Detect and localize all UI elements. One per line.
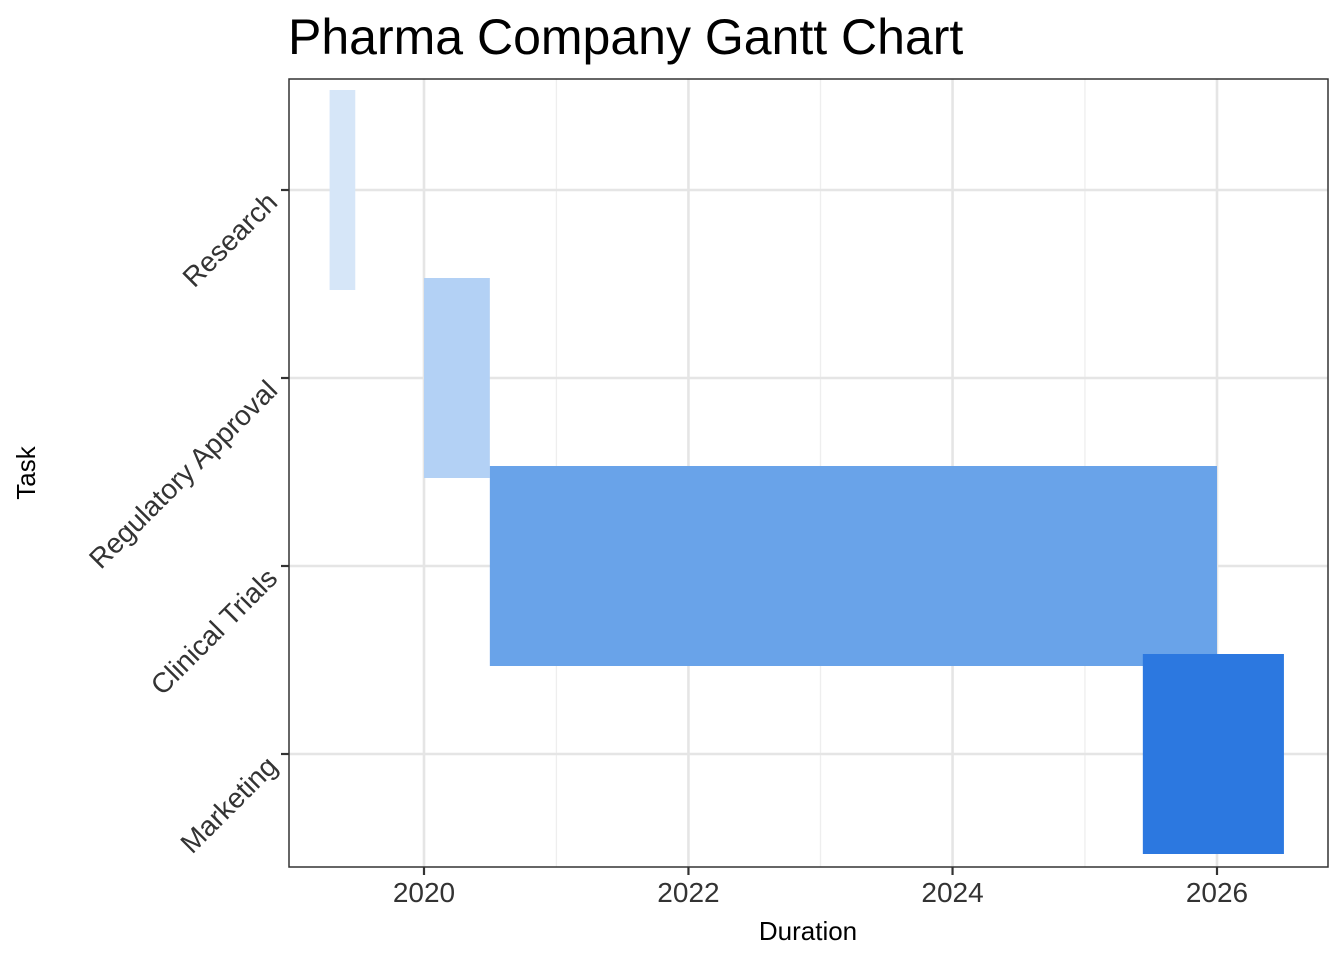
y-tick-label: Regulatory Approval: [83, 374, 283, 574]
y-tick-label: Marketing: [174, 750, 283, 859]
y-tick-label: Research: [177, 186, 284, 293]
x-tick-label: 2020: [393, 877, 455, 908]
bars: [329, 90, 1284, 854]
bar-regulatory-approval: [424, 278, 490, 478]
y-axis-title: Task: [11, 445, 41, 499]
bar-research: [329, 90, 356, 290]
bar-marketing: [1142, 654, 1284, 854]
x-axis-title: Duration: [759, 916, 857, 946]
bar-clinical-trials: [489, 466, 1217, 666]
x-tick-label: 2026: [1186, 877, 1248, 908]
y-tick-label: Clinical Trials: [145, 562, 284, 701]
chart-title: Pharma Company Gantt Chart: [288, 9, 963, 65]
x-axis: 2020 2022 2024 2026: [393, 867, 1248, 908]
x-tick-label: 2024: [921, 877, 983, 908]
plot-panel-border: [288, 78, 1329, 868]
x-tick-label: 2022: [657, 877, 719, 908]
